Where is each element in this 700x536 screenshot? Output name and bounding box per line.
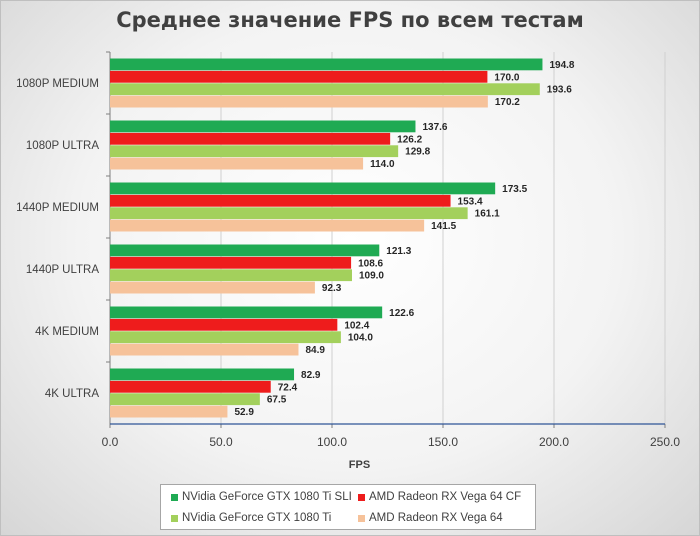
x-axis-title: FPS <box>349 459 370 471</box>
bar <box>110 219 425 232</box>
data-label: 109.0 <box>359 271 384 282</box>
data-label: 173.5 <box>502 184 527 195</box>
data-label: 121.3 <box>386 246 411 257</box>
bar <box>110 368 295 381</box>
bar <box>110 380 271 393</box>
bar <box>110 95 488 108</box>
x-tick-label: 200.0 <box>539 435 569 449</box>
bar <box>110 306 383 319</box>
data-label: 194.8 <box>549 60 574 71</box>
data-label: 129.8 <box>405 147 430 158</box>
data-label: 170.2 <box>495 97 520 108</box>
data-label: 161.1 <box>475 209 500 220</box>
data-label: 137.6 <box>422 122 447 133</box>
category-label: 4K ULTRA <box>45 388 99 400</box>
data-label: 82.9 <box>301 370 321 381</box>
bar <box>110 83 540 96</box>
bar <box>110 132 391 145</box>
legend-swatch <box>358 514 365 522</box>
data-label: 126.2 <box>397 134 422 145</box>
bar <box>110 269 352 282</box>
bar <box>110 393 260 406</box>
bar <box>110 405 228 418</box>
legend-swatch <box>171 493 178 501</box>
category-label: 1440P MEDIUM <box>16 202 99 214</box>
bar <box>110 331 341 344</box>
data-label: 108.6 <box>358 258 383 269</box>
data-label: 102.4 <box>344 320 369 331</box>
legend-item: AMD Radeon RX Vega 64 <box>358 512 503 524</box>
bar <box>110 182 496 195</box>
bar <box>110 194 451 207</box>
data-label: 92.3 <box>322 283 342 294</box>
x-tick-label: 150.0 <box>428 435 458 449</box>
legend-label: AMD Radeon RX Vega 64 <box>369 512 503 524</box>
data-label: 67.5 <box>267 395 287 406</box>
legend-item: NVidia GeForce GTX 1080 Ti <box>171 512 331 524</box>
x-tick-label: 250.0 <box>650 435 680 449</box>
data-label: 52.9 <box>234 407 254 418</box>
bar <box>110 281 315 294</box>
bar <box>110 256 352 269</box>
bar <box>110 58 543 71</box>
bar <box>110 157 364 170</box>
legend-item: NVidia GeForce GTX 1080 Ti SLI <box>171 491 352 503</box>
data-label: 114.0 <box>370 159 395 170</box>
data-label: 153.4 <box>458 196 483 207</box>
bar <box>110 343 299 356</box>
category-label: 4K MEDIUM <box>35 326 99 338</box>
category-label: 1080P ULTRA <box>26 140 99 152</box>
category-label: 1440P ULTRA <box>26 264 99 276</box>
bar <box>110 70 488 83</box>
legend: NVidia GeForce GTX 1080 Ti SLI AMD Radeo… <box>160 484 536 530</box>
legend-item: AMD Radeon RX Vega 64 CF <box>358 491 521 503</box>
legend-swatch <box>358 493 365 501</box>
data-label: 141.5 <box>431 221 456 232</box>
data-label: 170.0 <box>494 72 519 83</box>
bar <box>110 207 468 220</box>
x-tick-label: 0.0 <box>102 435 119 449</box>
chart-title: Среднее значение FPS по всем тестам <box>116 8 584 32</box>
data-label: 84.9 <box>305 345 325 356</box>
data-label: 193.6 <box>547 85 572 96</box>
legend-label: AMD Radeon RX Vega 64 CF <box>369 491 522 503</box>
legend-label: NVidia GeForce GTX 1080 Ti <box>182 512 332 524</box>
data-label: 104.0 <box>348 333 373 344</box>
x-tick-label: 50.0 <box>209 435 233 449</box>
data-label: 72.4 <box>278 382 298 393</box>
bar <box>110 244 380 257</box>
bar <box>110 318 338 331</box>
bar <box>110 145 399 158</box>
legend-swatch <box>171 514 178 522</box>
x-tick-label: 100.0 <box>317 435 347 449</box>
category-label: 1080P MEDIUM <box>16 78 99 90</box>
bar <box>110 120 416 133</box>
data-label: 122.6 <box>389 308 414 319</box>
legend-label: NVidia GeForce GTX 1080 Ti SLI <box>182 491 352 503</box>
